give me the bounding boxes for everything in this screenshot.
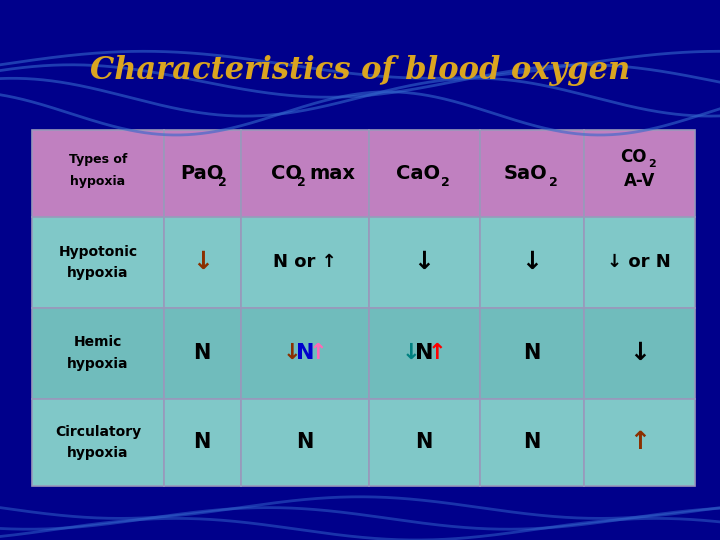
Text: Hemic: Hemic — [73, 335, 122, 349]
Bar — [480, 308, 584, 399]
Bar — [241, 217, 369, 308]
Bar — [480, 217, 584, 308]
Bar — [584, 130, 695, 217]
Bar — [369, 217, 480, 308]
Bar — [241, 308, 369, 399]
Text: 2: 2 — [441, 177, 450, 190]
Bar — [163, 130, 241, 217]
Text: PaO: PaO — [181, 164, 224, 183]
Text: CO: CO — [271, 164, 302, 183]
Text: ↓: ↓ — [413, 251, 435, 274]
Text: ↑: ↑ — [629, 430, 650, 454]
Text: Characteristics of blood oxygen: Characteristics of blood oxygen — [90, 55, 630, 86]
Bar — [369, 308, 480, 399]
Text: 2: 2 — [218, 177, 227, 190]
Text: N: N — [415, 343, 433, 363]
Text: N: N — [295, 343, 314, 363]
Text: hypoxia: hypoxia — [67, 266, 129, 280]
Bar — [32, 308, 163, 399]
Bar — [163, 217, 241, 308]
Text: Circulatory: Circulatory — [55, 424, 141, 438]
Bar — [480, 399, 584, 486]
Text: A-V: A-V — [624, 172, 655, 191]
Text: 2: 2 — [297, 177, 305, 190]
Bar — [584, 217, 695, 308]
Text: N: N — [523, 433, 541, 453]
Text: max: max — [309, 164, 355, 183]
Text: N or ↑: N or ↑ — [273, 253, 337, 272]
Text: N: N — [194, 433, 211, 453]
Bar — [480, 130, 584, 217]
Bar — [32, 130, 163, 217]
Bar — [32, 399, 163, 486]
Text: ↓: ↓ — [282, 343, 301, 363]
Bar — [241, 399, 369, 486]
Bar — [163, 308, 241, 399]
Text: ↓: ↓ — [629, 341, 650, 365]
Bar — [369, 399, 480, 486]
Text: CO: CO — [621, 148, 647, 166]
Text: hypoxia: hypoxia — [67, 446, 129, 460]
Bar — [369, 130, 480, 217]
Text: N: N — [523, 343, 541, 363]
Text: CaO: CaO — [396, 164, 441, 183]
Text: Types of: Types of — [69, 153, 127, 166]
Text: N: N — [194, 343, 211, 363]
Text: ↑: ↑ — [428, 343, 446, 363]
Text: ↓: ↓ — [192, 251, 212, 274]
Text: 2: 2 — [649, 159, 656, 168]
Bar — [241, 130, 369, 217]
Text: 2: 2 — [549, 177, 558, 190]
Text: SaO: SaO — [504, 164, 548, 183]
Text: ↓: ↓ — [402, 343, 420, 363]
Text: ↓ or N: ↓ or N — [608, 253, 671, 272]
Bar — [584, 308, 695, 399]
Text: Hypotonic: Hypotonic — [58, 245, 138, 259]
Bar — [32, 217, 163, 308]
Text: hypoxia: hypoxia — [71, 175, 125, 188]
Text: hypoxia: hypoxia — [67, 357, 129, 371]
Text: ↓: ↓ — [521, 251, 542, 274]
Text: N: N — [415, 433, 433, 453]
Text: ↑: ↑ — [308, 343, 327, 363]
Bar — [584, 399, 695, 486]
Text: N: N — [296, 433, 313, 453]
Bar — [163, 399, 241, 486]
